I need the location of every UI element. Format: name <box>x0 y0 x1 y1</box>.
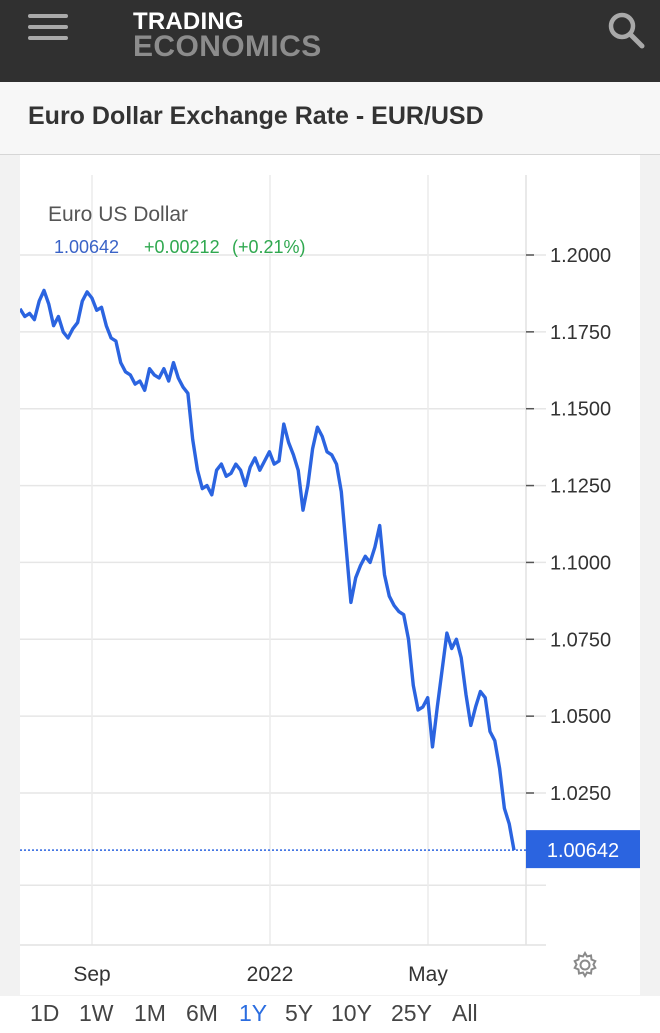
chart-panel[interactable]: Euro US Dollar 1.00642 +0.00212 (+0.21%)… <box>20 155 640 995</box>
chart-grid <box>20 175 546 946</box>
y-tick-label: 1.0250 <box>550 783 611 805</box>
range-25y[interactable]: 25Y <box>391 1000 432 1026</box>
title-bar <box>0 82 660 155</box>
price-chart[interactable]: Euro US Dollar 1.00642 +0.00212 (+0.21%)… <box>20 155 640 995</box>
price-tag: 1.00642 <box>526 830 640 869</box>
y-tick-label: 1.0500 <box>550 706 611 728</box>
logo-line-trading: TRADING <box>133 8 244 35</box>
range-1w[interactable]: 1W <box>79 1000 114 1026</box>
range-5y[interactable]: 5Y <box>285 1000 314 1026</box>
x-axis-labels: Sep 2022 May <box>73 963 448 986</box>
y-tick-label: 1.1000 <box>550 552 611 574</box>
gear-icon[interactable] <box>570 950 600 980</box>
trading-economics-logo[interactable]: TRADING ECONOMICS <box>133 8 322 64</box>
x-tick-label: May <box>408 963 448 986</box>
hamburger-menu-icon[interactable] <box>28 14 70 42</box>
range-all[interactable]: All <box>452 1000 478 1026</box>
y-tick-label: 1.1750 <box>550 322 611 344</box>
change-pct-label: (+0.21%) <box>232 237 306 257</box>
range-1d[interactable]: 1D <box>30 1000 60 1026</box>
change-label: +0.00212 <box>144 237 220 257</box>
y-axis-labels: 1.2000 1.1750 1.1500 1.1250 1.1000 1.0750 1.05… <box>526 245 611 805</box>
range-6m[interactable]: 6M <box>186 1000 218 1026</box>
last-value-label: 1.00642 <box>54 237 119 257</box>
x-tick-label: 2022 <box>247 963 294 986</box>
range-1m[interactable]: 1M <box>134 1000 166 1026</box>
series-line-eurusd <box>20 288 516 851</box>
range-10y[interactable]: 10Y <box>331 1000 372 1026</box>
y-tick-label: 1.1250 <box>550 476 611 498</box>
range-1y[interactable]: 1Y <box>239 1000 268 1026</box>
logo-line-economics: ECONOMICS <box>133 30 322 64</box>
y-tick-label: 1.1500 <box>550 399 611 421</box>
top-header-bar: TRADING ECONOMICS <box>0 0 660 82</box>
x-tick-label: Sep <box>73 963 110 986</box>
series-title: Euro US Dollar <box>48 203 188 226</box>
page-title: Euro Dollar Exchange Rate - EUR/USD <box>28 102 484 130</box>
y-tick-label: 1.2000 <box>550 245 611 267</box>
search-icon[interactable] <box>606 10 646 50</box>
price-tag-value: 1.00642 <box>547 840 619 862</box>
range-selector <box>0 996 660 1033</box>
y-tick-label: 1.0750 <box>550 629 611 651</box>
